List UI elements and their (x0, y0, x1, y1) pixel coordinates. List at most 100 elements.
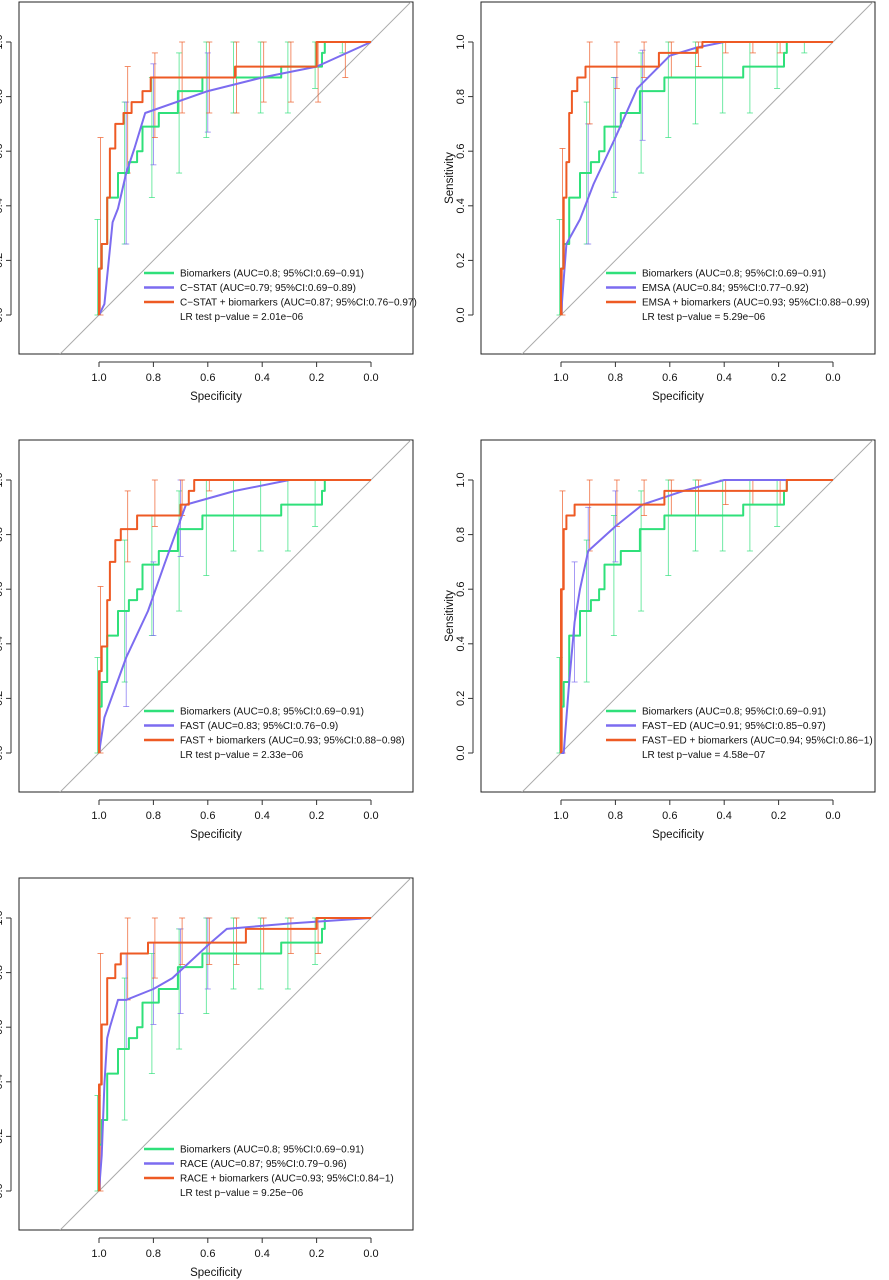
legend-label-series-1: Biomarkers (AUC=0.8; 95%CI:0.69−0.91) (180, 1145, 364, 1156)
y-tick-label: 0.8 (0, 89, 5, 104)
legend-label-series-1: Biomarkers (AUC=0.8; 95%CI:0.69−0.91) (642, 269, 826, 280)
lr-test-label: LR test p−value = 2.01e−06 (180, 312, 304, 323)
y-tick-label: 1.0 (455, 34, 467, 49)
y-tick-label: 0.0 (0, 307, 5, 322)
x-tick-label: 0.8 (146, 372, 161, 384)
y-tick-label: 1.0 (455, 472, 467, 487)
plot-frame (480, 1, 876, 355)
legend-label-series-2: EMSA (AUC=0.84; 95%CI:0.77−0.92) (642, 283, 809, 294)
y-tick-label: 0.6 (455, 144, 467, 159)
roc-curve-series-2 (98, 479, 371, 754)
y-axis-title: Sensitivity (444, 590, 456, 642)
y-tick-label: 0.2 (0, 691, 5, 706)
series-group (94, 41, 372, 316)
ci-bars-series-2 (571, 490, 619, 683)
x-tick-label: 0.6 (200, 1248, 215, 1260)
roc-curve-series-3 (98, 41, 371, 315)
legend-label-series-2: FAST−ED (AUC=0.91; 95%CI:0.85−0.97) (642, 721, 826, 732)
y-tick-label: 0.0 (455, 745, 467, 760)
legend-label-series-3: RACE + biomarkers (AUC=0.93; 95%CI:0.84−… (180, 1174, 394, 1185)
roc-curve-series-1 (560, 41, 833, 315)
y-tick-label: 0.0 (0, 1183, 5, 1198)
x-tick-label: 0.4 (255, 810, 270, 822)
y-axis-title: Sensitivity (444, 152, 456, 204)
lr-test-label: LR test p−value = 9.25e−06 (180, 1188, 304, 1199)
lr-test-label: LR test p−value = 2.33e−06 (180, 750, 304, 761)
x-tick-label: 0.0 (825, 372, 840, 384)
ci-bars-series-1 (556, 41, 808, 316)
series-group (556, 479, 833, 754)
x-tick-label: 0.2 (309, 810, 324, 822)
legend: Biomarkers (AUC=0.8; 95%CI:0.69−0.91) RAC… (144, 1145, 394, 1199)
x-tick-label: 1.0 (553, 372, 568, 384)
x-tick-label: 0.8 (608, 372, 623, 384)
y-tick-label: 1.0 (0, 910, 5, 925)
x-tick-label: 0.0 (363, 372, 378, 384)
roc-curve-series-1 (560, 479, 833, 753)
roc-curve-series-1 (98, 917, 371, 1191)
x-tick-label: 0.2 (309, 372, 324, 384)
x-tick-label: 0.4 (255, 372, 270, 384)
y-tick-label: 0.0 (455, 307, 467, 322)
x-tick-label: 0.8 (608, 810, 623, 822)
roc-curve-series-3 (98, 479, 371, 753)
y-tick-label: 0.4 (0, 1074, 5, 1089)
x-tick-label: 1.0 (553, 810, 568, 822)
y-tick-label: 0.4 (0, 198, 5, 213)
y-tick-label: 0.8 (455, 527, 467, 542)
y-tick-label: 0.6 (455, 582, 467, 597)
x-axis-title: Specificity (652, 829, 704, 841)
y-tick-label: 0.4 (0, 636, 5, 651)
x-tick-label: 1.0 (91, 1248, 106, 1260)
x-tick-label: 0.0 (363, 810, 378, 822)
x-tick-label: 0.4 (255, 1248, 270, 1260)
series-group (94, 479, 371, 754)
y-tick-label: 0.2 (0, 1129, 5, 1144)
legend-label-series-2: FAST (AUC=0.83; 95%CI:0.76−0.9) (180, 721, 338, 732)
ci-bars-series-2 (585, 49, 646, 245)
y-tick-label: 0.6 (0, 1020, 5, 1035)
x-tick-label: 1.0 (91, 810, 106, 822)
x-tick-label: 1.0 (91, 372, 106, 384)
y-tick-label: 1.0 (0, 472, 5, 487)
x-tick-label: 0.6 (662, 810, 677, 822)
x-tick-label: 0.4 (717, 372, 732, 384)
roc-curve-series-3 (560, 41, 833, 315)
x-tick-label: 0.2 (771, 810, 786, 822)
legend-label-series-1: Biomarkers (AUC=0.8; 95%CI:0.69−0.91) (180, 269, 364, 280)
x-tick-label: 0.6 (200, 810, 215, 822)
roc-panel-1: 0.00.20.40.60.81.0Sensitivity1.00.80.60.… (0, 1, 417, 403)
reference-diagonal (521, 440, 874, 792)
roc-curve-series-3 (560, 479, 833, 753)
x-axis-title: Specificity (190, 829, 242, 841)
legend-label-series-1: Biomarkers (AUC=0.8; 95%CI:0.69−0.91) (642, 707, 826, 718)
y-tick-label: 1.0 (0, 34, 5, 49)
y-tick-label: 0.4 (455, 636, 467, 651)
roc-panel-3: 0.00.20.40.60.81.0Sensitivity1.00.80.60.… (0, 439, 414, 841)
x-tick-label: 0.4 (717, 810, 732, 822)
legend-label-series-3: FAST + biomarkers (AUC=0.93; 95%CI:0.88−… (180, 736, 405, 747)
legend-label-series-1: Biomarkers (AUC=0.8; 95%CI:0.69−0.91) (180, 707, 364, 718)
y-tick-label: 0.2 (455, 253, 467, 268)
ci-bars-series-3 (97, 917, 322, 1192)
plot-frame (18, 1, 414, 355)
reference-diagonal (521, 2, 874, 354)
legend-label-series-3: EMSA + biomarkers (AUC=0.93; 95%CI:0.88−… (642, 298, 870, 309)
y-tick-label: 0.6 (0, 144, 5, 159)
series-group (556, 41, 833, 316)
legend: Biomarkers (AUC=0.8; 95%CI:0.69−0.91) C−S… (144, 269, 417, 323)
y-tick-label: 0.8 (0, 527, 5, 542)
x-tick-label: 0.8 (146, 1248, 161, 1260)
roc-panel-4: 0.0 0.2 0.4 0.6 0.8 1.0 Sensitivity 1.0 0.8 0.6 0.… (444, 439, 876, 841)
plot-frame (18, 877, 414, 1231)
x-axis-title: Specificity (190, 1267, 242, 1279)
y-tick-label: 0.6 (0, 582, 5, 597)
x-tick-label: 0.6 (200, 372, 215, 384)
legend-label-series-2: RACE (AUC=0.87; 95%CI:0.79−0.96) (180, 1159, 347, 1170)
legend: Biomarkers (AUC=0.8; 95%CI:0.69−0.91) EMS… (606, 269, 870, 323)
reference-diagonal (59, 2, 412, 354)
y-tick-label: 0.0 (0, 745, 5, 760)
lr-test-label: LR test p−value = 5.29e−06 (642, 312, 766, 323)
roc-curve-series-2 (98, 41, 372, 316)
